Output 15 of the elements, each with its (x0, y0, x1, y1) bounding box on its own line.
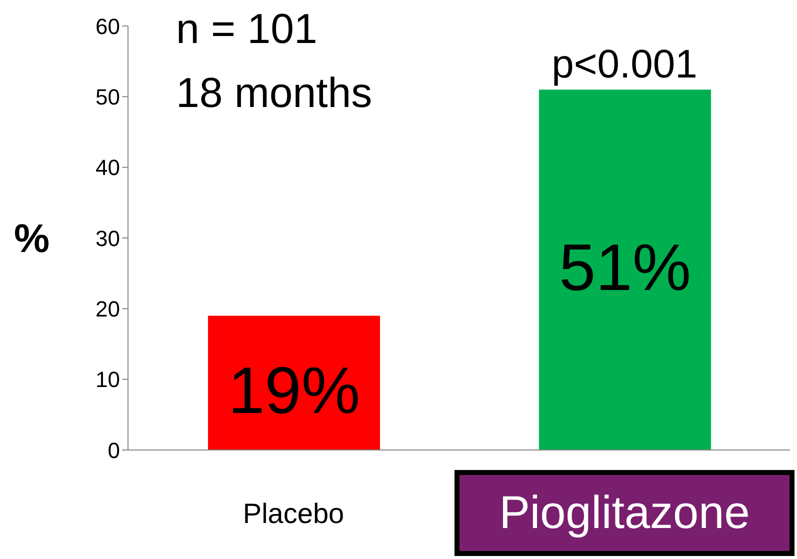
y-axis-title: % (14, 217, 50, 262)
y-tick-label: 0 (108, 438, 120, 463)
y-tick-label: 10 (96, 367, 120, 392)
y-tick-label: 20 (96, 296, 120, 322)
x-tick-label: Pioglitazone (499, 486, 750, 538)
annotation: 18 months (176, 68, 372, 118)
y-tick-label: 30 (96, 226, 120, 251)
data-label: 51% (558, 230, 692, 304)
annotation: p<0.001 (552, 42, 698, 87)
annotation: n = 101 (176, 4, 318, 54)
y-tick-label: 60 (96, 14, 120, 39)
y-tick-label: 50 (96, 84, 120, 110)
data-label: 19% (228, 352, 360, 427)
y-tick-label: 40 (96, 155, 120, 180)
x-tick-label: Placebo (242, 498, 344, 529)
